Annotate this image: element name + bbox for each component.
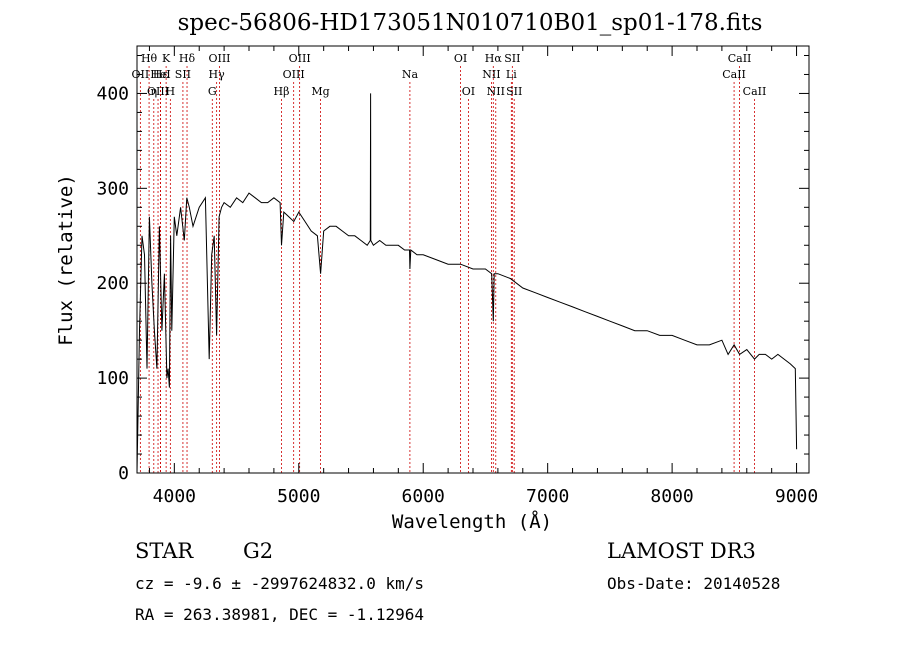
line-label: Hγ xyxy=(209,68,226,81)
y-tick-label: 200 xyxy=(96,273,129,294)
line-label: Na xyxy=(402,68,419,81)
y-tick-label: 400 xyxy=(96,83,129,104)
line-label: OIII xyxy=(147,85,169,98)
line-label: OIII xyxy=(283,68,305,81)
y-axis-ticks: 0 100 200 300 400 xyxy=(96,54,809,484)
chart-title: spec-56806-HD173051N010710B01_sp01-178.f… xyxy=(178,10,763,36)
y-axis-label: Flux (relative) xyxy=(55,174,77,346)
line-label: G xyxy=(208,85,217,98)
redshift-text: cz = -9.6 ± -2997624832.0 km/s xyxy=(135,574,424,593)
line-label: OI xyxy=(454,52,467,65)
x-tick-label: 8000 xyxy=(650,486,693,507)
line-label: SII xyxy=(506,85,522,98)
line-label: OIII xyxy=(289,52,311,65)
obs-date: Obs-Date: 20140528 xyxy=(607,574,780,593)
line-label: SII xyxy=(175,68,191,81)
object-type: STAR xyxy=(135,539,194,563)
line-label: K xyxy=(162,52,171,65)
x-tick-label: 9000 xyxy=(775,486,818,507)
line-label: SII xyxy=(504,52,520,65)
line-label: Li xyxy=(506,68,517,81)
survey-name: LAMOST DR3 xyxy=(607,539,756,563)
line-label: Hα xyxy=(485,52,503,65)
line-label: H xyxy=(166,85,176,98)
line-label: CaII xyxy=(728,52,752,65)
x-tick-label: 6000 xyxy=(402,486,445,507)
line-label: Hβ xyxy=(274,85,290,98)
y-tick-label: 0 xyxy=(118,463,129,484)
line-label: Hθ xyxy=(141,52,158,65)
line-label: OIII xyxy=(208,52,230,65)
x-axis-label: Wavelength (Å) xyxy=(392,510,552,533)
line-label: Mg xyxy=(311,85,329,98)
line-label: CaII xyxy=(743,85,767,98)
spectrum-series xyxy=(136,93,798,474)
line-label: OI xyxy=(462,85,475,98)
x-tick-label: 7000 xyxy=(526,486,569,507)
line-label: NII xyxy=(482,68,500,81)
x-tick-label: 5000 xyxy=(277,486,320,507)
line-label: NII xyxy=(487,85,505,98)
line-label: η xyxy=(151,85,158,98)
line-label: CaII xyxy=(722,68,746,81)
line-label: HeI xyxy=(150,68,170,81)
subclass: G2 xyxy=(243,539,273,563)
x-axis-ticks: 4000 5000 6000 7000 8000 9000 xyxy=(148,46,818,507)
line-markers xyxy=(139,66,755,473)
y-tick-label: 300 xyxy=(96,178,129,199)
line-label: Hδ xyxy=(179,52,196,65)
y-tick-label: 100 xyxy=(96,368,129,389)
coordinates: RA = 263.38981, DEC = -1.12964 xyxy=(135,605,424,624)
line-label: Hε xyxy=(153,68,169,81)
plot-frame xyxy=(136,45,810,474)
x-tick-label: 4000 xyxy=(153,486,196,507)
